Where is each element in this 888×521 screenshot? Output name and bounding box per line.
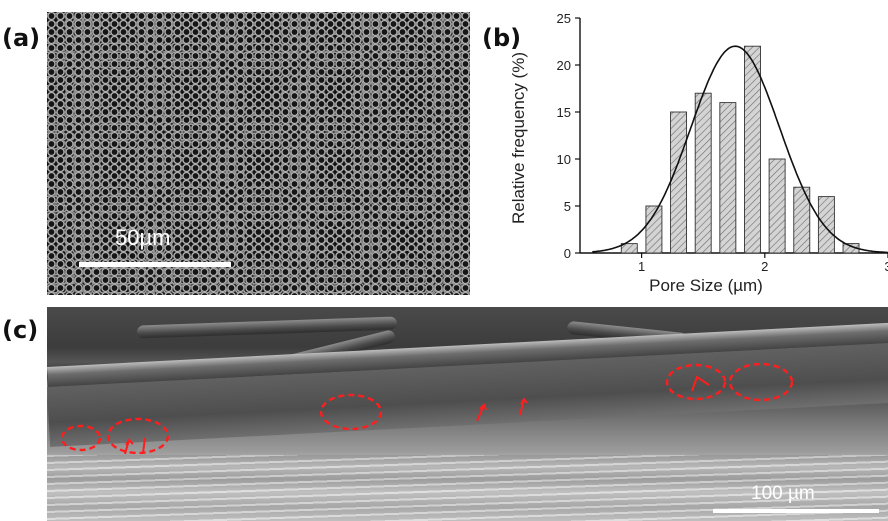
pore-marker [665,363,727,401]
x-tick-label: 3 [884,259,888,274]
histogram-bar [670,111,688,254]
histogram-bar [768,158,786,254]
histogram-bar [645,205,663,254]
arrow-icon [691,375,710,392]
panel-c-label: (c) [2,316,39,344]
y-tick-label: 10 [557,152,571,167]
scale-bar-c-label: 100 µm [751,483,815,504]
histogram-bar [817,196,835,254]
x-axis-label: Pore Size (µm) [649,276,763,295]
histogram-bar [694,92,712,254]
y-tick-label: 0 [564,246,571,261]
sem-image-a: 50µm [47,12,470,295]
y-axis-label: Relative frequency (%) [509,52,528,224]
y-tick-label: 15 [557,105,571,120]
scale-bar-a-label: 50µm [115,225,171,250]
pore-annotations [60,362,794,455]
histogram-bar [620,243,638,254]
arrow-icon [476,403,487,422]
x-tick-label: 2 [761,259,768,274]
histogram-bar [719,102,737,254]
scale-bar-a [79,262,231,267]
y-tick-label: 5 [564,199,571,214]
pore-marker [728,362,794,402]
arrow-icon [124,438,134,455]
panel-a-label: (a) [2,24,41,52]
sem-image-c: 100 µm [47,307,888,521]
x-tick-label: 1 [638,259,645,274]
pore-size-histogram: 0 5 10 15 20 25 1 2 3 Pore Size (µm) Relative fr… [509,11,888,295]
arrow-icon [142,437,146,454]
gaussian-fit-curve [592,45,888,254]
panel-b-label: (b) [482,24,522,52]
scale-bar-c [713,509,879,513]
y-tick-label: 20 [557,58,571,73]
pore-marker [319,393,383,431]
pore-marker [60,424,102,452]
arrow-icon [519,397,528,416]
pore-marker [106,417,170,455]
y-tick-label: 25 [557,11,571,26]
histogram-bar [744,45,761,254]
